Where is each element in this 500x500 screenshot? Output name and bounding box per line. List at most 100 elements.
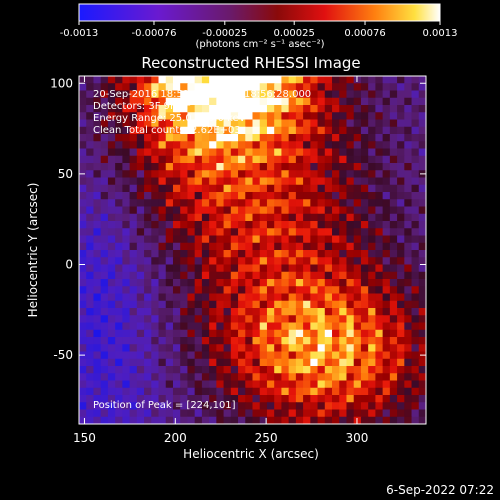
heatmap-cell xyxy=(194,199,203,208)
heatmap-cell xyxy=(332,279,340,287)
heatmap-cell xyxy=(332,416,340,424)
heatmap-cell xyxy=(165,271,174,280)
heatmap-cell xyxy=(136,366,145,374)
heatmap-cell xyxy=(107,279,116,287)
heatmap-cell xyxy=(375,293,384,302)
heatmap-cell xyxy=(79,141,87,150)
heatmap-cell xyxy=(332,199,340,208)
heatmap-cell xyxy=(259,163,268,171)
heatmap-cell xyxy=(100,344,109,353)
heatmap-cell xyxy=(317,221,326,229)
heatmap-cell xyxy=(266,257,275,266)
heatmap-cell xyxy=(295,351,304,360)
heatmap-cell xyxy=(187,329,196,338)
heatmap-cell xyxy=(295,271,304,280)
heatmap-cell xyxy=(223,134,232,142)
heatmap-cell xyxy=(136,134,145,142)
heatmap-cell xyxy=(404,395,413,403)
heatmap-cell xyxy=(281,199,290,208)
heatmap-cell xyxy=(353,250,362,258)
heatmap-cell xyxy=(274,257,283,266)
heatmap-cell xyxy=(86,308,95,316)
heatmap-cell xyxy=(324,213,333,222)
heatmap-cell xyxy=(252,119,261,128)
heatmap-cell xyxy=(144,271,152,280)
heatmap-cell xyxy=(310,257,319,266)
heatmap-cell xyxy=(418,83,426,92)
heatmap-cell xyxy=(404,373,413,382)
heatmap-cell xyxy=(93,387,102,396)
heatmap-cell xyxy=(259,119,268,128)
heatmap-cell xyxy=(266,308,275,316)
heatmap-cell xyxy=(368,105,376,113)
heatmap-cell xyxy=(266,206,275,215)
heatmap-cell xyxy=(187,257,196,266)
heatmap-cell xyxy=(375,228,384,237)
heatmap-cell xyxy=(288,257,297,266)
heatmap-cell xyxy=(144,264,152,273)
heatmap-cell xyxy=(230,235,239,244)
heatmap-cell xyxy=(136,351,145,360)
heatmap-cell xyxy=(281,315,290,324)
heatmap-cell xyxy=(151,329,160,338)
heatmap-cell xyxy=(281,134,290,142)
heatmap-cell xyxy=(122,213,131,222)
heatmap-cell xyxy=(216,235,225,244)
heatmap-cell xyxy=(360,177,369,186)
heatmap-cell xyxy=(201,177,210,186)
heatmap-cell xyxy=(172,402,181,411)
heatmap-cell xyxy=(317,213,326,222)
heatmap-cell xyxy=(288,416,297,424)
heatmap-cell xyxy=(382,380,391,389)
heatmap-cell xyxy=(151,264,160,273)
heatmap-cell xyxy=(360,83,369,92)
heatmap-cell xyxy=(129,184,138,193)
heatmap-cell xyxy=(310,242,319,251)
heatmap-cell xyxy=(404,235,413,244)
heatmap-cell xyxy=(100,170,109,179)
heatmap-cell xyxy=(245,409,254,418)
heatmap-cell xyxy=(201,293,210,302)
heatmap-cell xyxy=(151,235,160,244)
heatmap-cell xyxy=(201,134,210,142)
heatmap-cell xyxy=(245,221,254,229)
heatmap-cell xyxy=(339,322,348,331)
y-tick-label: 100 xyxy=(50,76,73,90)
heatmap-cell xyxy=(259,293,268,302)
heatmap-cell xyxy=(332,409,340,418)
heatmap-cell xyxy=(288,409,297,418)
heatmap-cell xyxy=(324,329,333,338)
heatmap-cell xyxy=(122,271,131,280)
heatmap-cell xyxy=(259,358,268,367)
heatmap-cell xyxy=(165,184,174,193)
heatmap-cell xyxy=(317,286,326,295)
heatmap-cell xyxy=(172,170,181,179)
heatmap-cell xyxy=(122,293,131,302)
heatmap-cell xyxy=(353,322,362,331)
heatmap-cell xyxy=(353,337,362,345)
heatmap-cell xyxy=(310,300,319,309)
heatmap-cell xyxy=(353,148,362,157)
heatmap-cell xyxy=(180,271,189,280)
heatmap-cell xyxy=(375,286,384,295)
heatmap-cell xyxy=(238,148,246,157)
heatmap-cell xyxy=(144,126,152,135)
heatmap-cell xyxy=(411,250,420,258)
heatmap-cell xyxy=(360,163,369,171)
heatmap-cell xyxy=(115,264,123,273)
heatmap-cell xyxy=(339,155,348,164)
heatmap-cell xyxy=(339,177,348,186)
heatmap-cell xyxy=(317,293,326,302)
heatmap-cell xyxy=(368,293,376,302)
heatmap-cell xyxy=(281,337,290,345)
heatmap-cell xyxy=(346,235,355,244)
heatmap-cell xyxy=(180,199,189,208)
heatmap-cell xyxy=(274,134,283,142)
heatmap-cell xyxy=(368,235,376,244)
heatmap-cell xyxy=(172,192,181,200)
heatmap-cell xyxy=(245,119,254,128)
heatmap-cell xyxy=(324,76,333,84)
heatmap-cell xyxy=(201,141,210,150)
heatmap-cell xyxy=(172,228,181,237)
heatmap-cell xyxy=(324,90,333,99)
